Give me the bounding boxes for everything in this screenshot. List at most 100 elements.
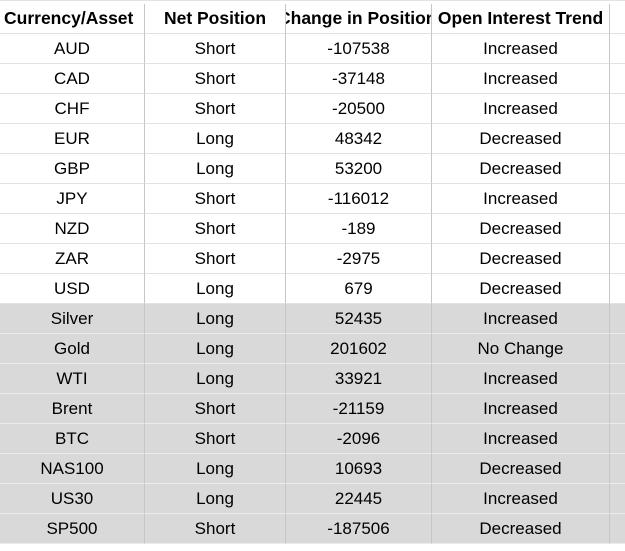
empty-cell[interactable] <box>610 94 625 124</box>
cell-trend[interactable]: Increased <box>432 394 610 424</box>
cell-net-position[interactable]: Short <box>145 34 286 64</box>
cell-asset[interactable]: CHF <box>0 94 145 124</box>
cell-trend[interactable]: Increased <box>432 364 610 394</box>
table-row: AUD Short -107538 Increased <box>0 34 625 64</box>
cell-asset[interactable]: GBP <box>0 154 145 184</box>
empty-cell[interactable] <box>610 274 625 304</box>
cell-net-position[interactable]: Short <box>145 244 286 274</box>
cell-change[interactable]: -116012 <box>286 184 432 214</box>
cell-change[interactable]: 679 <box>286 274 432 304</box>
cell-trend[interactable]: No Change <box>432 334 610 364</box>
empty-cell[interactable] <box>610 154 625 184</box>
cell-asset[interactable]: USD <box>0 274 145 304</box>
table-row: SP500 Short -187506 Decreased <box>0 514 625 544</box>
cell-change[interactable]: 22445 <box>286 484 432 514</box>
empty-cell[interactable] <box>610 334 625 364</box>
cell-net-position[interactable]: Short <box>145 94 286 124</box>
cell-net-position[interactable]: Long <box>145 334 286 364</box>
cell-trend[interactable]: Increased <box>432 34 610 64</box>
cell-trend[interactable]: Increased <box>432 304 610 334</box>
empty-cell[interactable] <box>610 424 625 454</box>
table-row: CAD Short -37148 Increased <box>0 64 625 94</box>
cell-net-position[interactable]: Short <box>145 424 286 454</box>
cell-net-position[interactable]: Short <box>145 214 286 244</box>
cell-change[interactable]: 52435 <box>286 304 432 334</box>
table-row: US30 Long 22445 Increased <box>0 484 625 514</box>
header-change-in-position[interactable]: Change in Position <box>286 4 432 34</box>
cell-change[interactable]: -20500 <box>286 94 432 124</box>
cell-net-position[interactable]: Short <box>145 184 286 214</box>
empty-cell[interactable] <box>610 64 625 94</box>
table-row: Brent Short -21159 Increased <box>0 394 625 424</box>
empty-cell[interactable] <box>610 34 625 64</box>
cell-net-position[interactable]: Long <box>145 124 286 154</box>
cell-asset[interactable]: NZD <box>0 214 145 244</box>
cell-net-position[interactable]: Short <box>145 394 286 424</box>
header-open-interest-trend[interactable]: Open Interest Trend <box>432 4 610 34</box>
cell-asset[interactable]: SP500 <box>0 514 145 544</box>
empty-cell[interactable] <box>610 514 625 544</box>
cell-net-position[interactable]: Long <box>145 484 286 514</box>
cell-net-position[interactable]: Short <box>145 64 286 94</box>
cell-change[interactable]: 10693 <box>286 454 432 484</box>
cell-change[interactable]: -37148 <box>286 64 432 94</box>
empty-cell[interactable] <box>610 184 625 214</box>
cell-change[interactable]: 53200 <box>286 154 432 184</box>
cell-asset[interactable]: EUR <box>0 124 145 154</box>
cell-change[interactable]: -187506 <box>286 514 432 544</box>
empty-cell[interactable] <box>610 124 625 154</box>
cell-change[interactable]: 48342 <box>286 124 432 154</box>
table-row: BTC Short -2096 Increased <box>0 424 625 454</box>
cell-net-position[interactable]: Long <box>145 454 286 484</box>
header-currency-asset[interactable]: Currency/Asset <box>0 4 145 34</box>
empty-cell[interactable] <box>610 304 625 334</box>
cell-asset[interactable]: JPY <box>0 184 145 214</box>
cell-change[interactable]: -107538 <box>286 34 432 64</box>
cell-net-position[interactable]: Long <box>145 364 286 394</box>
header-net-position[interactable]: Net Position <box>145 4 286 34</box>
empty-cell[interactable] <box>610 364 625 394</box>
cell-trend[interactable]: Decreased <box>432 454 610 484</box>
cell-change[interactable]: -21159 <box>286 394 432 424</box>
cell-asset[interactable]: NAS100 <box>0 454 145 484</box>
cell-net-position[interactable]: Long <box>145 274 286 304</box>
empty-cell[interactable] <box>610 394 625 424</box>
table-row: GBP Long 53200 Decreased <box>0 154 625 184</box>
table-row: Silver Long 52435 Increased <box>0 304 625 334</box>
cell-trend[interactable]: Decreased <box>432 514 610 544</box>
cell-asset[interactable]: US30 <box>0 484 145 514</box>
empty-cell[interactable] <box>610 4 625 34</box>
cell-asset[interactable]: CAD <box>0 64 145 94</box>
empty-cell[interactable] <box>610 244 625 274</box>
header-row: Currency/Asset Net Position Change in Po… <box>0 4 625 34</box>
cell-net-position[interactable]: Long <box>145 154 286 184</box>
empty-cell[interactable] <box>610 454 625 484</box>
cell-change[interactable]: -189 <box>286 214 432 244</box>
cell-trend[interactable]: Increased <box>432 184 610 214</box>
table-row: EUR Long 48342 Decreased <box>0 124 625 154</box>
cell-trend[interactable]: Decreased <box>432 124 610 154</box>
cell-trend[interactable]: Decreased <box>432 244 610 274</box>
cell-trend[interactable]: Decreased <box>432 214 610 244</box>
cell-trend[interactable]: Increased <box>432 484 610 514</box>
cell-trend[interactable]: Increased <box>432 94 610 124</box>
cell-asset[interactable]: ZAR <box>0 244 145 274</box>
cell-net-position[interactable]: Short <box>145 514 286 544</box>
empty-cell[interactable] <box>610 214 625 244</box>
cell-asset[interactable]: AUD <box>0 34 145 64</box>
cell-asset[interactable]: Silver <box>0 304 145 334</box>
empty-cell[interactable] <box>610 484 625 514</box>
cell-asset[interactable]: BTC <box>0 424 145 454</box>
cell-change[interactable]: 201602 <box>286 334 432 364</box>
cell-trend[interactable]: Decreased <box>432 154 610 184</box>
cell-asset[interactable]: Gold <box>0 334 145 364</box>
cell-net-position[interactable]: Long <box>145 304 286 334</box>
cell-change[interactable]: 33921 <box>286 364 432 394</box>
cell-trend[interactable]: Increased <box>432 64 610 94</box>
cell-trend[interactable]: Increased <box>432 424 610 454</box>
cell-asset[interactable]: Brent <box>0 394 145 424</box>
cell-asset[interactable]: WTI <box>0 364 145 394</box>
cell-trend[interactable]: Decreased <box>432 274 610 304</box>
cell-change[interactable]: -2096 <box>286 424 432 454</box>
cell-change[interactable]: -2975 <box>286 244 432 274</box>
